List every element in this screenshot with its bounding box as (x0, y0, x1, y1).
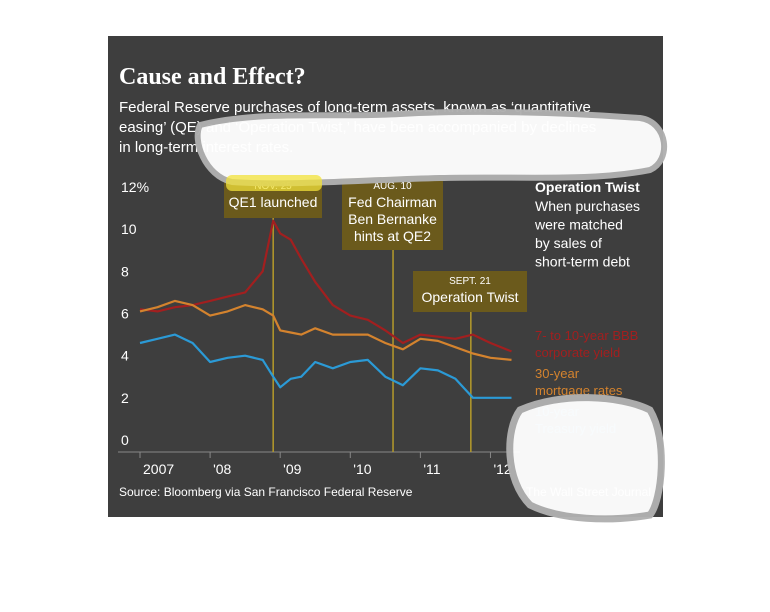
line-series (139, 299, 512, 361)
chart-title: Cause and Effect? (119, 64, 306, 90)
y-tick-label: 10 (121, 221, 137, 237)
legend-entry: 10-year Treasury yield (535, 404, 617, 436)
annotation-box (342, 176, 443, 250)
x-tick-label: '09 (283, 461, 301, 477)
annotation-text: QE1 launched (229, 194, 318, 210)
legend-entry: 30-year mortgage rates (535, 366, 623, 398)
note-line: by sales of (535, 235, 602, 251)
annotation-text: Ben Bernanke (348, 211, 437, 227)
annotation-date: AUG. 10 (373, 181, 412, 192)
subtitle-line: in long-term interest rates. (119, 139, 293, 156)
source: Source: Bloomberg via San Francisco Fede… (119, 485, 413, 499)
credit: The Wall Street Journal (526, 485, 651, 499)
subtitle-line: Federal Reserve purchases of long-term a… (119, 99, 591, 116)
subtitle-line: easing’ (QE) and ‘Operation Twist,’ have… (119, 119, 596, 136)
legend-entry: 7- to 10-year BBB corporate yield (535, 328, 639, 360)
note-line: short-term debt (535, 254, 630, 270)
annotation-box (413, 271, 527, 312)
y-tick-label: 2 (121, 390, 129, 406)
x-tick-label: '11 (423, 461, 440, 477)
x-tick-label: 2007 (143, 461, 174, 477)
line-series (139, 219, 512, 353)
annotation-text: Fed Chairman (348, 194, 437, 210)
y-tick-label: 0 (121, 432, 129, 448)
note-line: When purchases (535, 198, 640, 214)
y-tick-label: 12% (121, 179, 149, 195)
x-tick-label: '08 (213, 461, 231, 477)
x-tick-label: '10 (353, 461, 371, 477)
annotation-date: SEPT. 21 (449, 276, 491, 287)
y-tick-label: 6 (121, 306, 129, 322)
annotation-text: hints at QE2 (354, 228, 431, 244)
note-title: Operation Twist (535, 179, 640, 195)
line-series (139, 333, 512, 399)
annotation-date: NOV. 25 (254, 181, 292, 192)
x-tick-label: '12 (493, 461, 511, 477)
y-tick-label: 8 (121, 263, 129, 279)
annotation-text: Operation Twist (421, 289, 518, 305)
note-line: were matched (534, 217, 623, 233)
y-tick-label: 4 (121, 348, 129, 364)
